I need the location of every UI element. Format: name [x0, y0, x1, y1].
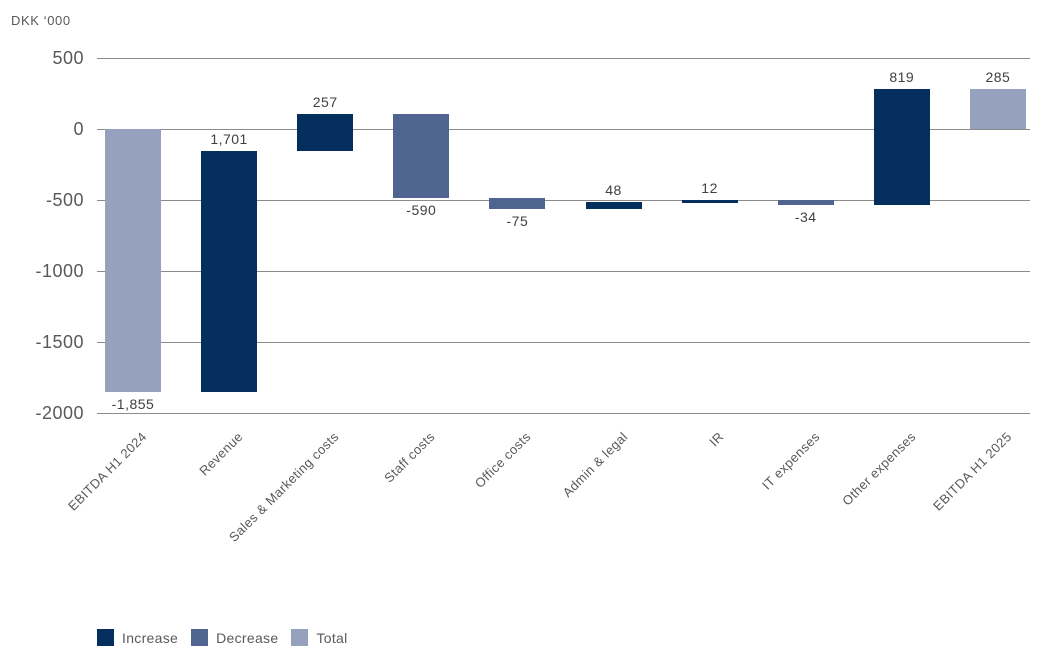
y-tick-label: 500	[52, 48, 84, 68]
gridline	[97, 412, 1030, 414]
bar-value-label: 48	[605, 181, 622, 198]
legend-item-decrease: Decrease	[191, 629, 278, 646]
bar-value-label: 12	[701, 180, 718, 197]
bar	[969, 88, 1026, 129]
gridline	[97, 341, 1030, 343]
bar-value-label: -34	[794, 209, 817, 226]
y-tick-label: -1500	[35, 332, 84, 352]
x-category-label: Office costs	[472, 429, 534, 491]
x-category-label: EBITDA H1 2025	[929, 429, 1015, 514]
legend-item-total: Total	[291, 629, 347, 646]
legend-swatch-increase	[97, 629, 114, 646]
x-category-label: IT expenses	[758, 429, 823, 493]
legend: Increase Decrease Total	[97, 629, 348, 646]
bar	[393, 114, 450, 199]
bar-value-label: -1,855	[111, 396, 155, 413]
gridline	[97, 128, 1030, 130]
legend-label: Increase	[122, 629, 179, 646]
bar-value-label: 1,701	[210, 130, 248, 147]
bar	[777, 200, 834, 206]
bar-value-label: -75	[506, 212, 529, 229]
x-category-label: Revenue	[196, 429, 246, 479]
y-tick-label: -500	[45, 190, 84, 210]
x-category-label: Other expenses	[838, 429, 919, 509]
bar-value-label: -590	[406, 202, 437, 219]
x-category-label: IR	[705, 429, 727, 450]
y-tick-label: -2000	[35, 403, 84, 423]
bar	[201, 150, 258, 393]
bar	[297, 114, 354, 151]
gridline	[97, 57, 1030, 59]
bar-value-label: 819	[889, 68, 915, 85]
y-tick-label: -1000	[35, 261, 84, 281]
legend-label: Decrease	[216, 629, 279, 646]
bar	[105, 129, 161, 393]
bar-value-label: 257	[312, 94, 338, 111]
x-category-label: Sales & Marketing costs	[226, 429, 342, 545]
bar	[489, 198, 546, 209]
legend-label: Total	[316, 629, 348, 646]
x-category-label: EBITDA H1 2024	[65, 429, 150, 514]
gridline	[97, 199, 1030, 201]
bar	[585, 201, 642, 209]
axis-unit-label: DKK ‘000	[11, 13, 71, 28]
x-category-label: Admin & legal	[559, 429, 631, 501]
legend-swatch-decrease	[191, 629, 209, 646]
x-category-label: Staff costs	[381, 429, 438, 486]
y-tick-label: 0	[73, 119, 84, 139]
legend-swatch-total	[291, 629, 309, 646]
gridline	[97, 270, 1030, 272]
legend-item-increase: Increase	[97, 629, 178, 646]
bar	[873, 88, 930, 206]
bar	[681, 200, 738, 204]
bar-value-label: 285	[985, 68, 1011, 85]
